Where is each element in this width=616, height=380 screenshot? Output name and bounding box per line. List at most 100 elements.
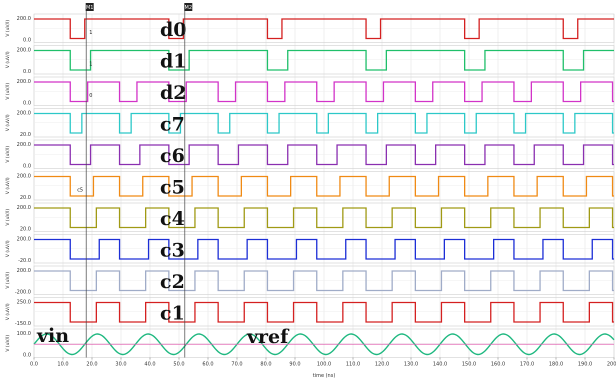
y-tick-label: 200.0 — [17, 79, 31, 85]
panel-3: V (uV/l) 200.0 20.0 c7 — [5, 108, 615, 138]
y-tick-label: 200.0 — [17, 174, 31, 180]
y-tick-label: 0.0 — [23, 38, 31, 44]
signal-label-c7: c7 — [160, 114, 185, 136]
grid — [33, 14, 615, 362]
signal-trace-d1 — [34, 49, 614, 71]
signal-label-d2: d2 — [160, 82, 187, 104]
y-axis-label: V (uV/l) — [5, 114, 11, 131]
signal-trace-c4 — [34, 207, 614, 229]
signal-trace-c2 — [34, 270, 614, 292]
y-tick-label: 200.0 — [17, 48, 31, 54]
cursor-flag-M1[interactable] — [85, 3, 94, 11]
y-tick-label: 200.0 — [17, 205, 31, 211]
x-tick-label: 60.0 — [202, 362, 213, 368]
panel-9: V (uV/l) 250.0 -150.0 c1 — [5, 297, 615, 327]
x-tick-label: 170.0 — [520, 362, 534, 368]
x-tick-label: 40.0 — [144, 362, 155, 368]
marker-value: 1 — [89, 62, 92, 68]
signal-trace-c1 — [34, 301, 614, 323]
signal-label-c6: c6 — [160, 145, 185, 167]
signal-label-d1: d1 — [160, 51, 187, 73]
x-tick-label: 130.0 — [404, 362, 418, 368]
cursor-flag-label: M1 — [86, 5, 94, 11]
x-tick-label: 20.0 — [86, 362, 97, 368]
y-tick-label: 0.0 — [23, 69, 31, 75]
marker-value: 1 — [89, 30, 92, 36]
y-tick-label: 20.0 — [20, 227, 31, 233]
y-axis-label: V (uV/l) — [5, 51, 11, 68]
signal-label-c5: c5 — [160, 177, 185, 199]
y-tick-label: 20.0 — [20, 132, 31, 138]
signal-label-c4: c4 — [160, 208, 185, 230]
x-tick-label: 10.0 — [57, 362, 68, 368]
signal-trace-d0 — [34, 18, 614, 40]
x-tick-label: 190.0 — [578, 362, 592, 368]
y-tick-label: 200.0 — [17, 142, 31, 148]
x-tick-label: 90.0 — [289, 362, 300, 368]
x-tick-label: 120.0 — [375, 362, 389, 368]
signal-trace-c5 — [34, 175, 614, 197]
y-tick-label: 20.0 — [20, 195, 31, 201]
panel-1: V (uV/l) 200.0 0.0 d1 1 — [5, 45, 615, 75]
panel-2: V (uV/l) 200.0 0.0 d2 0 — [5, 76, 615, 107]
panel-8: V (uV/l) 200.0 -200.0 c2 — [5, 265, 615, 296]
x-tick-label: 80.0 — [260, 362, 271, 368]
x-tick-label: 30.0 — [115, 362, 126, 368]
x-axis: 0.0 10.0 20.0 30.0 40.0 50.0 60.0 70.0 80.0 90.0 1… — [30, 357, 616, 368]
panel-6: V (uV/l) 200.0 20.0 c4 — [5, 202, 615, 233]
y-axis-label: V (uV/l) — [5, 83, 11, 100]
y-tick-label: 200.0 — [17, 111, 31, 117]
signal-trace-c7 — [34, 112, 614, 134]
signal-trace-c6 — [34, 144, 614, 166]
x-tick-label: 150.0 — [462, 362, 476, 368]
x-tick-label: 50.0 — [173, 362, 184, 368]
y-tick-label: 200.0 — [17, 268, 31, 274]
x-tick-label: 100.0 — [317, 362, 331, 368]
x-tick-label: 200.0 — [607, 362, 616, 368]
panel-4: V (uV/l) 200.0 0.0 c6 — [5, 139, 615, 170]
y-axis-label: V (uV/l) — [5, 272, 11, 289]
cursor-flag-label: M2 — [185, 5, 193, 11]
panel-5: V (uV/l) 200.0 20.0 c5 c5 — [5, 171, 615, 201]
signal-label-d0: d0 — [160, 19, 187, 41]
y-axis-label: V (uV/l) — [5, 146, 11, 163]
cursor-markers: M1 M2 — [85, 3, 193, 358]
signal-label-vref: vref — [246, 326, 290, 348]
x-axis-label: time (ns) — [313, 373, 336, 379]
panel-0: V (uV/l) 200.0 0.0 d0 1 — [5, 13, 615, 44]
series-vin — [33, 333, 615, 356]
x-tick-label: 70.0 — [231, 362, 242, 368]
y-tick-label: 0.0 — [23, 101, 31, 107]
signal-trace-d2 — [34, 81, 614, 103]
y-tick-label: -150.0 — [15, 321, 31, 327]
y-axis-label: V (uV/l) — [5, 240, 11, 257]
y-tick-label: 0.0 — [23, 353, 31, 359]
signal-label-vin: vin — [36, 325, 69, 347]
marker-value: c5 — [77, 188, 83, 194]
panel-7: V (uV/l) 200.0 -20.0 c3 — [5, 234, 615, 264]
x-tick-label: 160.0 — [491, 362, 505, 368]
y-axis-label: V (uV/l) — [5, 303, 11, 320]
y-axis-label: V (uV/l) — [5, 177, 11, 194]
y-tick-label: 100.0 — [17, 331, 31, 337]
y-tick-label: 200.0 — [17, 16, 31, 22]
y-tick-label: 200.0 — [17, 237, 31, 243]
y-tick-label: 0.0 — [23, 164, 31, 170]
x-tick-label: 0.0 — [30, 362, 38, 368]
y-axis-label: V (uV/l) — [5, 20, 11, 37]
marker-value: 0 — [89, 93, 92, 99]
signal-label-c3: c3 — [160, 240, 185, 262]
x-tick-label: 180.0 — [549, 362, 563, 368]
x-tick-label: 110.0 — [346, 362, 360, 368]
x-tick-label: 140.0 — [433, 362, 447, 368]
signal-trace-c3 — [34, 238, 614, 260]
y-axis-label: V (uV/l) — [5, 209, 11, 226]
y-tick-label: 250.0 — [17, 300, 31, 306]
y-axis-label: V (uV/l) — [5, 335, 11, 352]
signal-label-c2: c2 — [160, 271, 185, 293]
y-tick-label: -20.0 — [18, 258, 31, 264]
y-tick-label: -200.0 — [15, 290, 31, 296]
cursor-flag-M2[interactable] — [184, 3, 193, 11]
